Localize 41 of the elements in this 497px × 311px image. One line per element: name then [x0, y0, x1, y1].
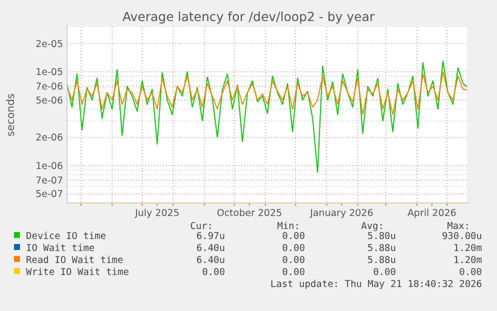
legend-label: Read IO Wait time	[26, 255, 124, 266]
text: 5.88u	[367, 243, 396, 254]
text: Max:	[447, 221, 470, 232]
y-tick-label: 1e-06	[36, 160, 63, 172]
text: 0.00	[459, 267, 482, 278]
x-tick-label: January 2026	[309, 208, 374, 219]
legend-label: IO Wait time	[26, 243, 95, 254]
text: 0.00	[202, 267, 226, 278]
line-series	[66, 71, 468, 116]
text: Cur:	[190, 221, 213, 232]
text: 6.40u	[196, 243, 225, 254]
y-tick-label: 1e-05	[36, 67, 63, 78]
y-tick-label: 7e-07	[36, 176, 63, 187]
y-tick-label: 5e-06	[36, 95, 63, 106]
text: 930.00u	[442, 231, 482, 242]
text: 1.20m	[453, 255, 482, 266]
y-tick-label: 5e-07	[36, 189, 63, 200]
text: 1.20m	[453, 243, 482, 254]
legend-label: Device IO time	[26, 231, 106, 242]
y-axis-title: seconds	[5, 94, 17, 136]
text: 5.88u	[367, 255, 396, 266]
y-tick-label: 2e-06	[36, 132, 63, 144]
line-series	[66, 60, 468, 173]
legend-label: Write IO Wait time	[26, 267, 130, 278]
text: 0.00	[282, 243, 306, 254]
text: Last update: Thu May 21 18:40:32 2026	[270, 279, 482, 290]
text: 0.00	[282, 267, 306, 278]
text: 0.00	[282, 255, 306, 266]
text: 0.00	[373, 267, 396, 278]
y-tick-label: 7e-06	[36, 82, 63, 93]
text: Min:	[277, 221, 300, 232]
chart-title: Average latency for /dev/loop2 - by year	[122, 9, 376, 24]
text: 6.97u	[196, 231, 225, 242]
text: 6.40u	[196, 255, 225, 266]
x-tick-label: October 2025	[216, 208, 282, 219]
text: 0.00	[282, 231, 306, 242]
x-tick-label: July 2025	[134, 208, 180, 219]
x-tick-label: April 2026	[407, 208, 456, 219]
y-tick-label: 2e-05	[36, 38, 63, 50]
text: Avg:	[361, 221, 384, 232]
text: 5.80u	[367, 231, 396, 242]
